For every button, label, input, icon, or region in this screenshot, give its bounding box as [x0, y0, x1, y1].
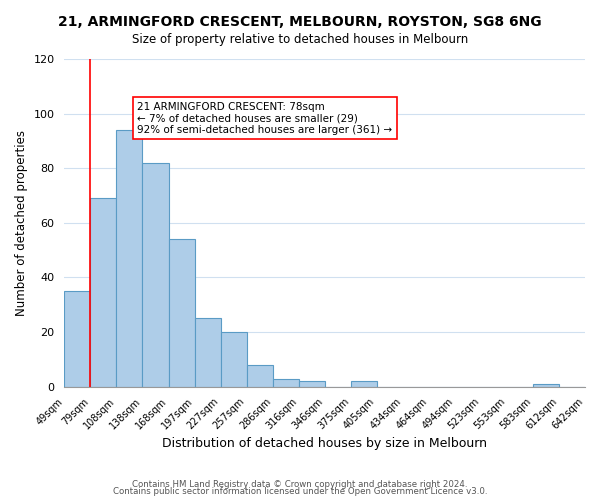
Bar [221, 332, 247, 386]
Bar [142, 163, 169, 386]
Bar [272, 378, 299, 386]
Text: 21, ARMINGFORD CRESCENT, MELBOURN, ROYSTON, SG8 6NG: 21, ARMINGFORD CRESCENT, MELBOURN, ROYST… [58, 15, 542, 29]
Bar [64, 291, 91, 386]
Bar [533, 384, 559, 386]
Bar [169, 239, 194, 386]
Bar [116, 130, 142, 386]
X-axis label: Distribution of detached houses by size in Melbourn: Distribution of detached houses by size … [162, 437, 487, 450]
Bar [351, 382, 377, 386]
Text: Contains HM Land Registry data © Crown copyright and database right 2024.: Contains HM Land Registry data © Crown c… [132, 480, 468, 489]
Bar [299, 382, 325, 386]
Y-axis label: Number of detached properties: Number of detached properties [15, 130, 28, 316]
Bar [91, 198, 116, 386]
Text: Contains public sector information licensed under the Open Government Licence v3: Contains public sector information licen… [113, 488, 487, 496]
Text: 21 ARMINGFORD CRESCENT: 78sqm
← 7% of detached houses are smaller (29)
92% of se: 21 ARMINGFORD CRESCENT: 78sqm ← 7% of de… [137, 102, 392, 135]
Bar [194, 318, 221, 386]
Text: Size of property relative to detached houses in Melbourn: Size of property relative to detached ho… [132, 32, 468, 46]
Bar [247, 365, 272, 386]
